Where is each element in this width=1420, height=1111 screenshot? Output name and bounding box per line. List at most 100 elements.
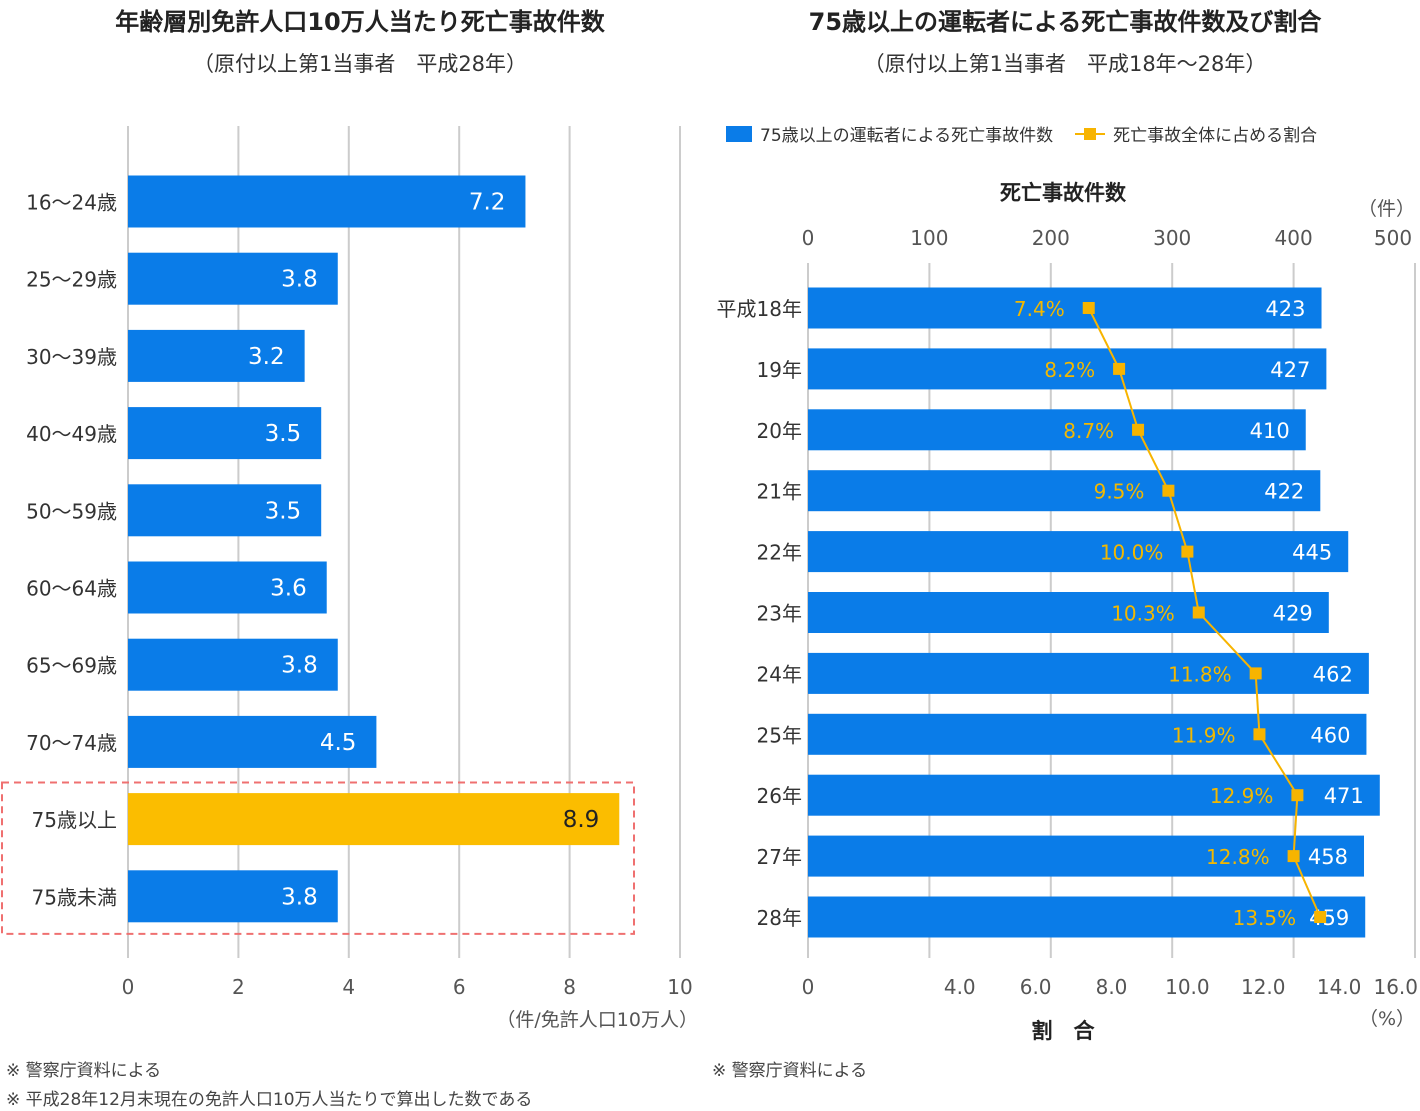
left-bar xyxy=(128,715,377,768)
right-category-label: 21年 xyxy=(757,480,802,504)
left-category-label: 16〜24歳 xyxy=(26,191,117,215)
right-category-label: 27年 xyxy=(757,845,802,869)
right-bottom-tick-label: 16.0 xyxy=(1373,975,1418,999)
left-category-label: 65〜69歳 xyxy=(26,654,117,678)
right-bar-value-label: 427 xyxy=(1270,358,1310,382)
right-ratio-label: 10.3% xyxy=(1111,602,1175,626)
left-bar-value-label: 3.2 xyxy=(248,344,285,370)
left-bar xyxy=(128,484,322,537)
right-bottom-tick-label: 14.0 xyxy=(1317,975,1362,999)
left-bar xyxy=(128,870,338,923)
right-chart-subtitle: （原付以上第1当事者 平成18年〜28年） xyxy=(863,52,1267,76)
right-bar xyxy=(808,713,1367,755)
right-note-source: ※ 警察庁資料による xyxy=(712,1061,868,1081)
left-chart-title: 年齢層別免許人口10万人当たり死亡事故件数 xyxy=(115,8,605,36)
right-ratio-marker xyxy=(1249,667,1262,680)
right-ratio-marker xyxy=(1113,362,1126,375)
right-bar-value-label: 471 xyxy=(1324,784,1364,808)
legend-bar-label: 75歳以上の運転者による死亡事故件数 xyxy=(760,126,1054,146)
left-xaxis-unit: （件/免許人口10万人） xyxy=(496,1009,698,1031)
right-bar-value-label: 429 xyxy=(1273,602,1313,626)
right-top-tick-label: 500 xyxy=(1374,226,1412,250)
right-ratio-label: 12.8% xyxy=(1206,845,1270,869)
left-bar xyxy=(128,561,327,614)
left-category-label: 70〜74歳 xyxy=(26,731,117,755)
right-bottom-tick-label: 10.0 xyxy=(1165,975,1210,999)
right-bottom-tick-label: 12.0 xyxy=(1241,975,1286,999)
right-ratio-label: 10.0% xyxy=(1100,541,1164,565)
right-bottom-tick-label: 4.0 xyxy=(944,975,976,999)
right-category-label: 19年 xyxy=(757,358,802,382)
right-ratio-marker xyxy=(1082,302,1095,314)
left-category-label: 75歳未満 xyxy=(32,885,117,909)
right-ratio-marker xyxy=(1181,545,1194,558)
left-bar-value-label: 8.9 xyxy=(563,807,600,833)
left-note-source: ※ 警察庁資料による xyxy=(6,1061,162,1081)
left-bar-value-label: 3.5 xyxy=(265,498,302,524)
right-category-label: 26年 xyxy=(757,784,802,808)
right-bottom-tick-label: 6.0 xyxy=(1020,975,1052,999)
right-ratio-label: 11.9% xyxy=(1172,723,1236,747)
left-highlight-box xyxy=(1,781,635,935)
right-ratio-label: 12.9% xyxy=(1210,784,1274,808)
right-ratio-label: 8.2% xyxy=(1044,358,1095,382)
right-bar-value-label: 423 xyxy=(1265,297,1305,321)
right-bottom-axis-title: 割 合 xyxy=(1032,1019,1096,1043)
right-bar xyxy=(808,470,1321,512)
right-bar-value-label: 410 xyxy=(1250,419,1290,443)
left-category-label: 40〜49歳 xyxy=(26,422,117,446)
left-xtick-label: 2 xyxy=(232,975,245,999)
left-category-label: 30〜39歳 xyxy=(26,345,117,369)
right-bar xyxy=(808,896,1366,938)
left-bar-value-label: 3.8 xyxy=(281,267,318,293)
right-top-tick-label: 400 xyxy=(1275,226,1313,250)
right-category-label: 25年 xyxy=(757,723,802,747)
right-bottom-tick-label: 0 xyxy=(802,975,815,999)
left-xtick-label: 0 xyxy=(122,975,135,999)
right-bar xyxy=(808,531,1349,573)
right-ratio-label: 7.4% xyxy=(1014,297,1065,321)
right-bar xyxy=(808,835,1365,877)
right-bar-value-label: 458 xyxy=(1308,845,1348,869)
right-ratio-marker xyxy=(1162,484,1175,497)
right-bar xyxy=(808,774,1380,816)
right-top-tick-label: 100 xyxy=(910,226,948,250)
right-bar xyxy=(808,652,1369,694)
right-bar-value-label: 462 xyxy=(1313,662,1353,686)
right-category-label: 24年 xyxy=(757,662,802,686)
right-bottom-tick-label: 8.0 xyxy=(1096,975,1128,999)
right-ratio-label: 9.5% xyxy=(1094,480,1145,504)
left-bar xyxy=(128,175,526,228)
left-category-label: 75歳以上 xyxy=(32,808,117,832)
right-ratio-marker xyxy=(1287,850,1300,863)
left-xtick-label: 8 xyxy=(563,975,576,999)
left-chart-subtitle: （原付以上第1当事者 平成28年） xyxy=(192,52,528,76)
legend-line-swatch xyxy=(1075,126,1106,142)
left-bar xyxy=(128,638,338,691)
legend-line-label: 死亡事故全体に占める割合 xyxy=(1113,126,1318,146)
left-bar xyxy=(128,329,305,382)
right-top-axis-title: 死亡事故件数 xyxy=(1000,181,1127,205)
right-category-label: 22年 xyxy=(757,541,802,565)
left-bar-value-label: 3.6 xyxy=(270,576,307,602)
right-top-axis-unit: （件） xyxy=(1358,198,1415,220)
left-bar-value-label: 3.5 xyxy=(265,421,302,447)
right-bar-value-label: 445 xyxy=(1292,541,1332,565)
right-ratio-label: 8.7% xyxy=(1063,419,1114,443)
right-category-label: 20年 xyxy=(757,419,802,443)
right-category-label: 23年 xyxy=(757,602,802,626)
right-chart-title: 75歳以上の運転者による死亡事故件数及び割合 xyxy=(808,8,1322,36)
left-bar-value-label: 7.2 xyxy=(469,190,506,216)
left-bar-value-label: 3.8 xyxy=(281,884,318,910)
right-bar xyxy=(808,287,1322,329)
left-xtick-label: 6 xyxy=(453,975,466,999)
right-ratio-marker xyxy=(1291,789,1304,802)
right-ratio-label: 13.5% xyxy=(1233,906,1297,930)
left-bar-chart: 0 2 4 6 8 10 （件/免許人口10万人） 7.2 16〜24歳 3.8 25〜29歳 3.2… xyxy=(1,126,698,1031)
left-bar-value-label: 4.5 xyxy=(320,730,357,756)
right-category-label: 平成18年 xyxy=(717,297,802,321)
right-bottom-axis-unit: （%） xyxy=(1359,1008,1415,1030)
right-bar xyxy=(808,592,1329,633)
left-category-label: 50〜59歳 xyxy=(26,499,117,523)
